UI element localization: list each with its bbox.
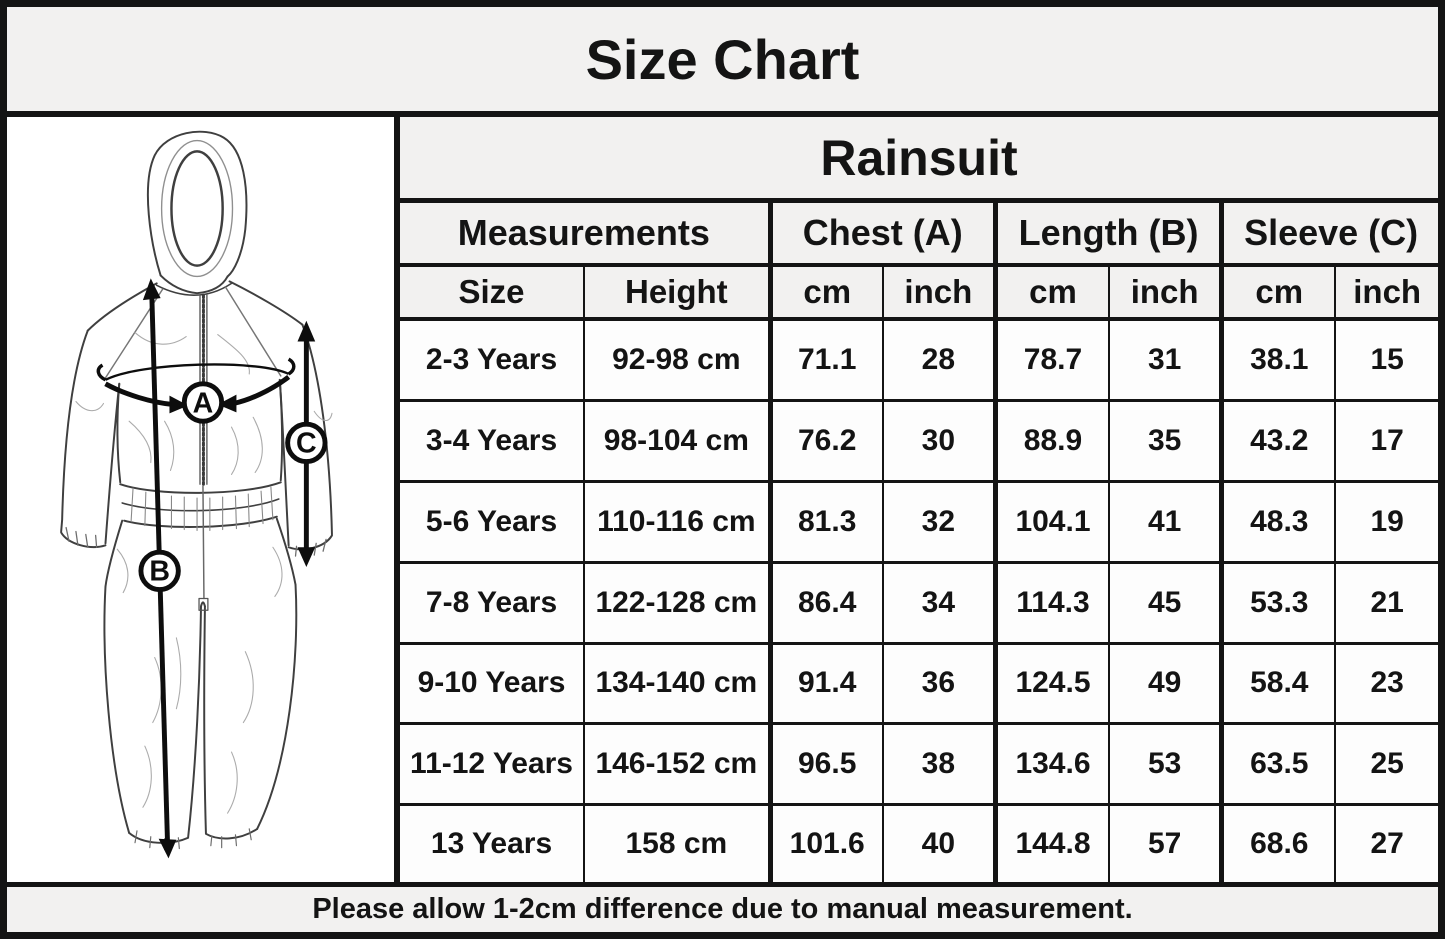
value-cell: 81.3 [770, 481, 884, 564]
value-cell: 134-140 cm [584, 643, 773, 726]
value-cell: 76.2 [770, 400, 884, 484]
size-cell: 2-3 Years [400, 319, 586, 403]
value-cell: 19 [1335, 481, 1438, 564]
value-cell: 114.3 [995, 562, 1111, 645]
value-cell: 30 [882, 400, 998, 484]
table-row: 9-10 Years 134-140 cm 91.4 36 124.5 49 58.4 23 [400, 643, 1438, 726]
value-cell: 122-128 cm [584, 562, 773, 645]
value-cell: 63.5 [1221, 723, 1337, 806]
table-row: 7-8 Years 122-128 cm 86.4 34 114.3 45 53.3 21 [400, 562, 1438, 645]
value-cell: 32 [882, 481, 998, 564]
group-header-chest: Chest (A) [770, 203, 998, 267]
main-area: A B C Rainsuit [7, 117, 1438, 882]
measurement-arrows: A B C [96, 278, 328, 859]
chest-label: A [193, 387, 214, 419]
value-cell: 78.7 [995, 319, 1111, 403]
value-cell: 49 [1109, 643, 1225, 726]
value-cell: 101.6 [770, 804, 884, 882]
value-cell: 35 [1109, 400, 1225, 484]
value-cell: 34 [882, 562, 998, 645]
length-badge-circle [138, 549, 181, 593]
value-cell: 68.6 [1221, 804, 1337, 882]
value-cell: 36 [882, 643, 998, 726]
value-cell: 17 [1335, 400, 1438, 484]
title-band: Size Chart [7, 7, 1438, 117]
col-header-sleeve-inch: inch [1335, 265, 1438, 321]
value-cell: 110-116 cm [584, 481, 773, 564]
table-row: 5-6 Years 110-116 cm 81.3 32 104.1 41 48.3 19 [400, 481, 1438, 564]
value-cell: 98-104 cm [584, 400, 773, 484]
value-cell: 146-152 cm [584, 723, 773, 806]
value-cell: 53 [1109, 723, 1225, 806]
sleeve-badge-circle [285, 421, 328, 465]
table-row: 2-3 Years 92-98 cm 71.1 28 78.7 31 38.1 15 [400, 319, 1438, 403]
value-cell: 134.6 [995, 723, 1111, 806]
col-header-length-cm: cm [995, 265, 1111, 321]
value-cell: 23 [1335, 643, 1438, 726]
value-cell: 144.8 [995, 804, 1111, 882]
value-cell: 41 [1109, 481, 1225, 564]
col-header-length-inch: inch [1109, 265, 1225, 321]
size-cell: 13 Years [400, 804, 586, 882]
value-cell: 58.4 [1221, 643, 1337, 726]
value-cell: 158 cm [584, 804, 773, 882]
sketch-creases [75, 332, 333, 814]
value-cell: 104.1 [995, 481, 1111, 564]
value-cell: 45 [1109, 562, 1225, 645]
size-table-body: 2-3 Years 92-98 cm 71.1 28 78.7 31 38.1 15 3-4 Y… [400, 319, 1438, 882]
size-table: Measurements Chest (A) Length (B) Sleeve… [400, 203, 1438, 882]
value-cell: 53.3 [1221, 562, 1337, 645]
size-cell: 9-10 Years [400, 643, 586, 726]
table-row: 13 Years 158 cm 101.6 40 144.8 57 68.6 27 [400, 804, 1438, 882]
value-cell: 38 [882, 723, 998, 806]
sub-header-row: Size Height cm inch cm inch cm inch [400, 265, 1438, 321]
value-cell: 86.4 [770, 562, 884, 645]
value-cell: 15 [1335, 319, 1438, 403]
value-cell: 88.9 [995, 400, 1111, 484]
size-cell: 5-6 Years [400, 481, 586, 564]
size-table-panel: Rainsuit Measurements Chest (A) Length (… [400, 117, 1438, 882]
group-header-measurements: Measurements [400, 203, 773, 267]
measurement-diagram-panel: A B C [7, 117, 400, 882]
value-cell: 38.1 [1221, 319, 1337, 403]
value-cell: 91.4 [770, 643, 884, 726]
value-cell: 124.5 [995, 643, 1111, 726]
suit-outline [60, 130, 333, 851]
value-cell: 71.1 [770, 319, 884, 403]
product-header: Rainsuit [400, 117, 1438, 203]
sleeve-label: C [296, 428, 317, 460]
col-header-chest-cm: cm [770, 265, 884, 321]
col-header-sleeve-cm: cm [1221, 265, 1337, 321]
value-cell: 27 [1335, 804, 1438, 882]
value-cell: 40 [882, 804, 998, 882]
table-row: 3-4 Years 98-104 cm 76.2 30 88.9 35 43.2 17 [400, 400, 1438, 484]
group-header-row: Measurements Chest (A) Length (B) Sleeve… [400, 203, 1438, 267]
footer-note: Please allow 1-2cm difference due to man… [7, 882, 1438, 932]
value-cell: 57 [1109, 804, 1225, 882]
size-cell: 7-8 Years [400, 562, 586, 645]
page-title: Size Chart [585, 27, 860, 91]
value-cell: 25 [1335, 723, 1438, 806]
value-cell: 31 [1109, 319, 1225, 403]
chest-arrow-a [96, 357, 296, 414]
value-cell: 96.5 [770, 723, 884, 806]
col-header-chest-inch: inch [882, 265, 998, 321]
col-header-height: Height [584, 265, 773, 321]
value-cell: 48.3 [1221, 481, 1337, 564]
size-cell: 3-4 Years [400, 400, 586, 484]
col-header-size: Size [400, 265, 586, 321]
measurement-badges: A B C [138, 381, 328, 593]
rainsuit-sketch: A B C [60, 130, 333, 859]
value-cell: 92-98 cm [584, 319, 773, 403]
chest-badge-circle [181, 381, 225, 424]
value-cell: 21 [1335, 562, 1438, 645]
group-header-length: Length (B) [995, 203, 1225, 267]
value-cell: 43.2 [1221, 400, 1337, 484]
value-cell: 28 [882, 319, 998, 403]
group-header-sleeve: Sleeve (C) [1221, 203, 1438, 267]
length-label: B [149, 556, 170, 588]
size-cell: 11-12 Years [400, 723, 586, 806]
table-row: 11-12 Years 146-152 cm 96.5 38 134.6 53 63.5 25 [400, 723, 1438, 806]
